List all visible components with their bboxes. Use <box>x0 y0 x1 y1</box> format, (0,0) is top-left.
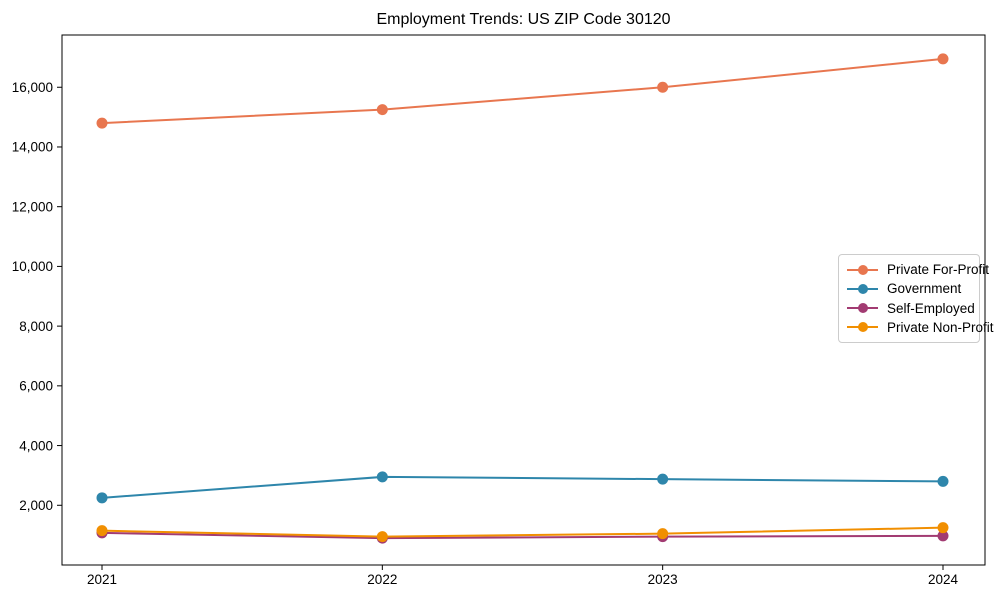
legend-line-marker-icon <box>847 321 878 333</box>
chart-title: Employment Trends: US ZIP Code 30120 <box>376 11 671 28</box>
data-point-marker <box>657 473 669 485</box>
series-line <box>101 526 944 538</box>
legend-item-government: Government <box>847 279 971 298</box>
legend-label: Self-Employed <box>887 300 975 316</box>
data-point-marker <box>376 104 388 116</box>
data-point-marker <box>96 525 108 537</box>
series-line <box>101 475 944 499</box>
legend-line-marker-icon <box>847 302 878 314</box>
x-axis-tick-label: 2024 <box>928 572 959 587</box>
series-line <box>101 531 944 540</box>
y-axis-tick-label: 10,000 <box>12 259 53 274</box>
legend-label: Private Non-Profit <box>887 319 994 335</box>
data-point-marker <box>96 492 108 504</box>
y-axis-tick-label: 16,000 <box>12 80 53 95</box>
data-point-marker <box>937 53 949 65</box>
legend-item-self-employed: Self-Employed <box>847 299 975 318</box>
legend: Private For-Profit Government Self-Emplo… <box>838 254 994 343</box>
y-axis-tick-label: 8,000 <box>19 319 53 334</box>
x-axis-tick-label: 2021 <box>87 572 117 587</box>
legend-item-private-for-profit: Private For-Profit <box>847 260 989 279</box>
y-axis-tick-label: 12,000 <box>12 199 53 214</box>
y-axis-tick-label: 4,000 <box>19 438 53 453</box>
data-point-marker <box>657 81 669 93</box>
data-point-marker <box>96 117 108 129</box>
legend-label: Private For-Profit <box>887 262 990 278</box>
series-line <box>101 57 944 125</box>
y-axis-tick-label: 14,000 <box>12 140 53 155</box>
data-point-marker <box>376 471 388 483</box>
data-point-marker <box>937 475 949 487</box>
legend-line-marker-icon <box>847 283 878 295</box>
x-axis-tick-label: 2023 <box>648 572 678 587</box>
x-axis-tick-label: 2022 <box>367 572 397 587</box>
data-point-marker <box>657 528 669 540</box>
legend-label: Government <box>887 281 962 297</box>
legend-item-private-non-profit: Private Non-Profit <box>847 318 994 337</box>
y-axis-tick-label: 6,000 <box>19 379 53 394</box>
y-axis-tick-label: 2,000 <box>19 498 53 513</box>
data-point-marker <box>937 522 949 534</box>
legend-line-marker-icon <box>847 264 878 276</box>
data-point-marker <box>376 531 388 543</box>
data-point-marker <box>937 530 949 542</box>
